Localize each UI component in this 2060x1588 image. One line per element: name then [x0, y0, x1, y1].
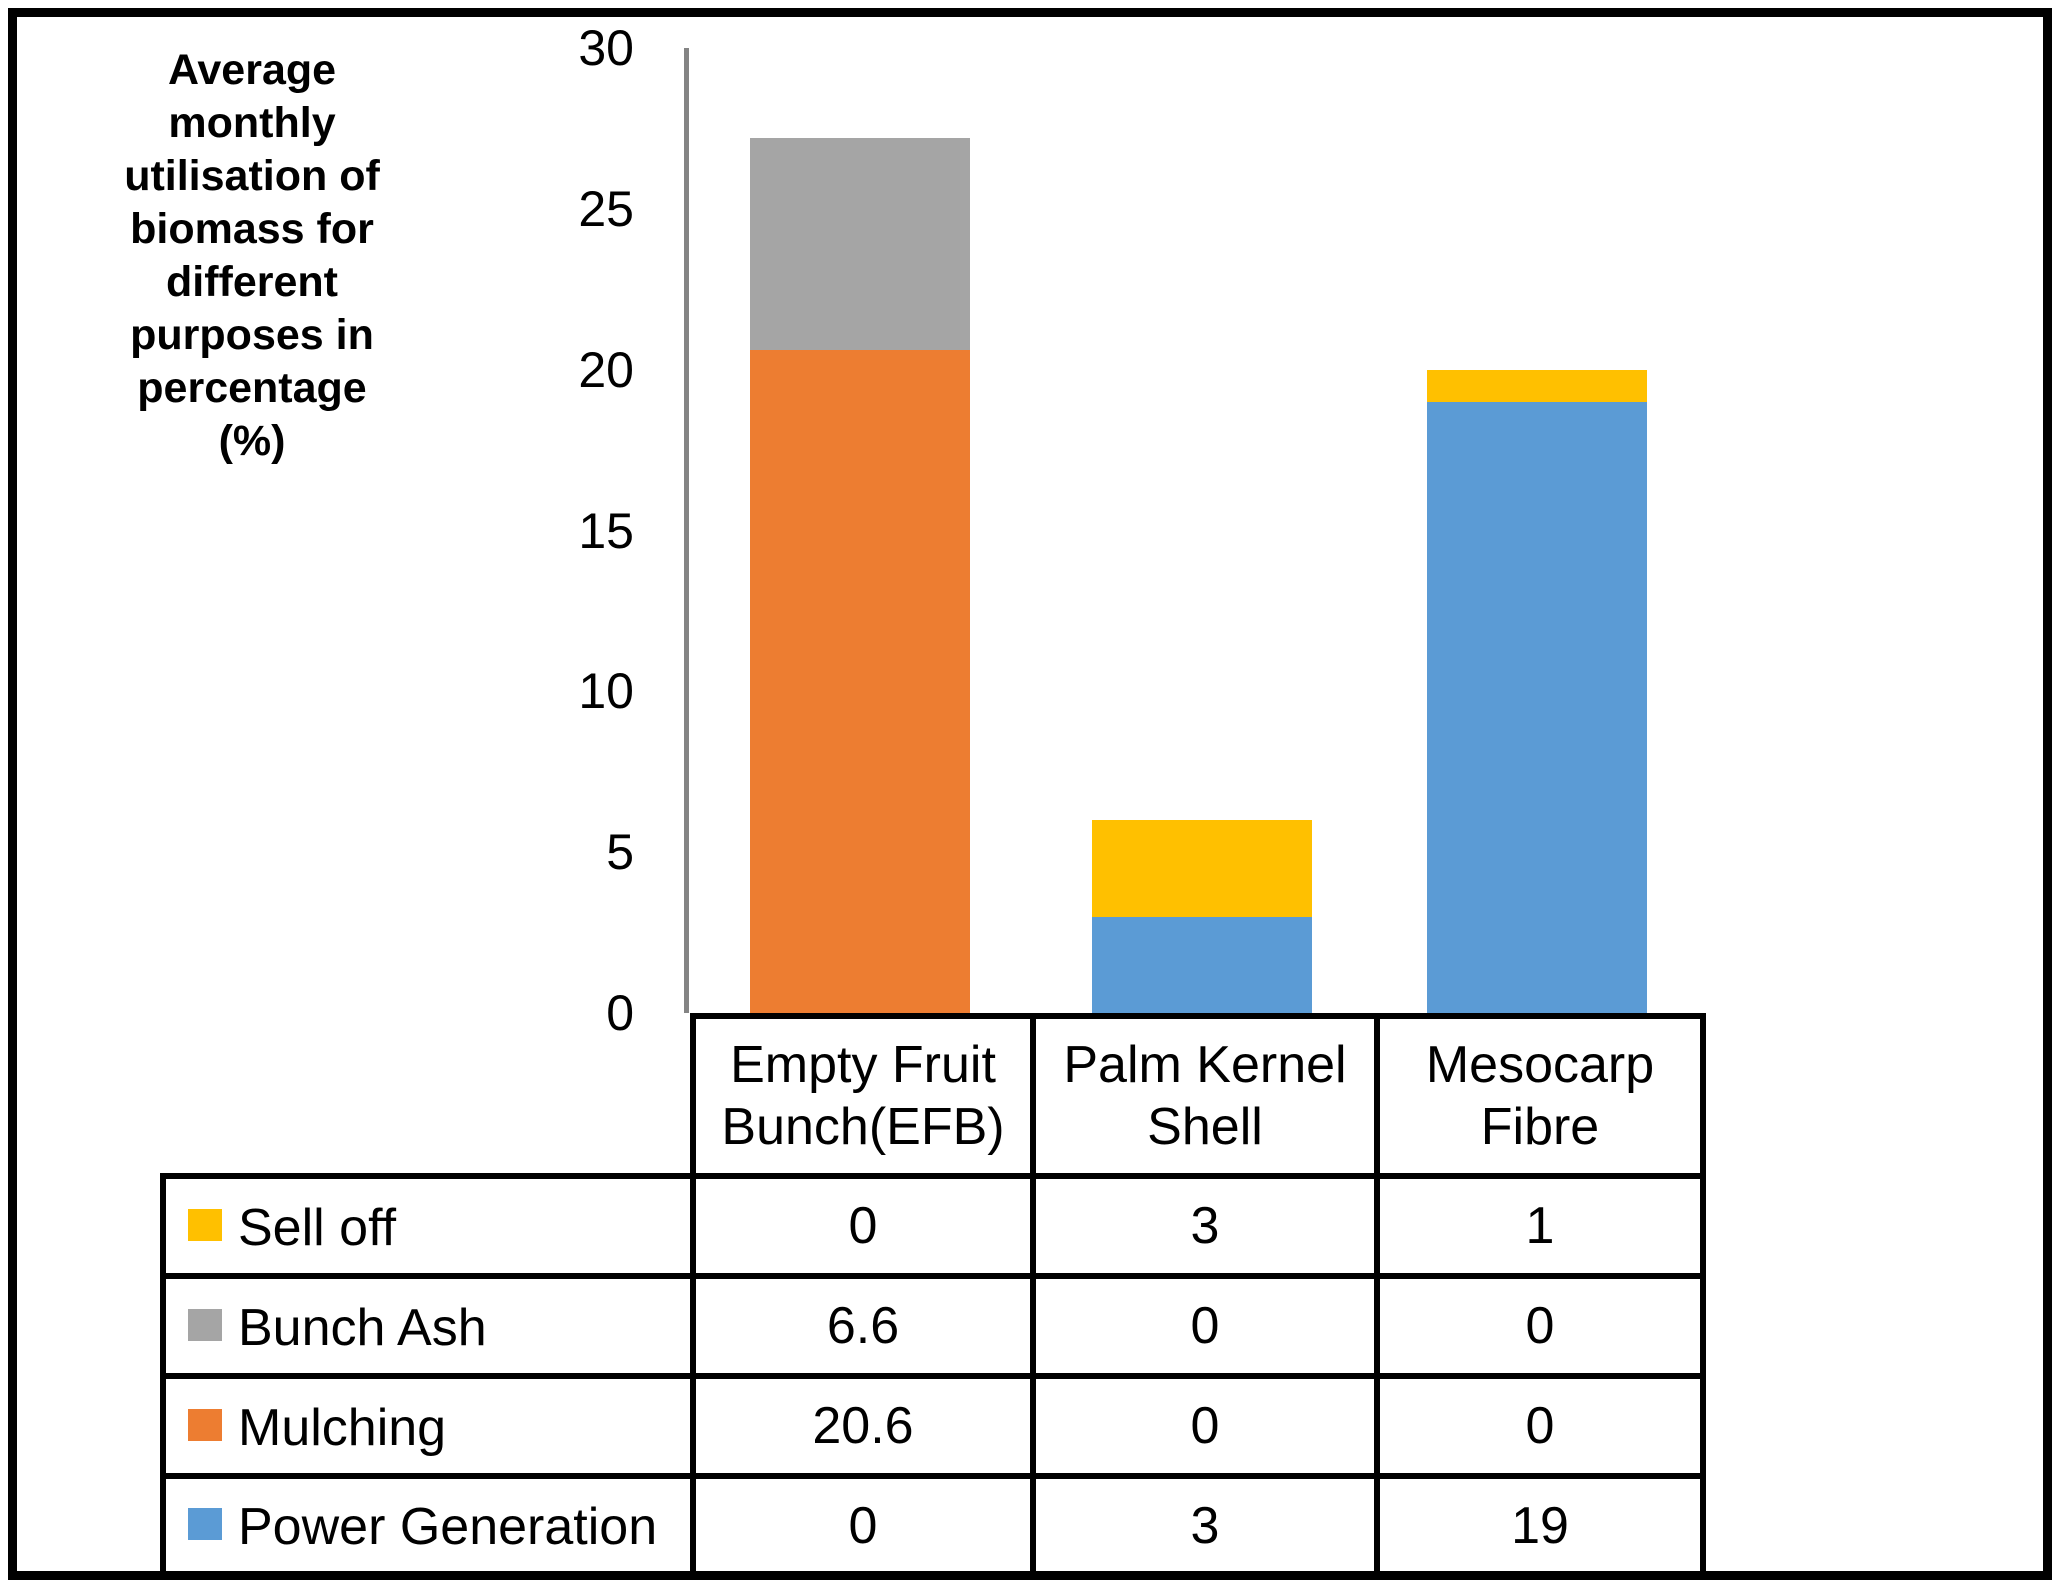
bar-segment-mulching	[750, 350, 970, 1013]
table-row: Power Generation 0 3 19	[160, 1473, 1706, 1578]
figure-border	[8, 8, 2052, 1580]
y-tick-label: 10	[578, 663, 634, 719]
value-cell: 0	[1374, 1273, 1706, 1379]
value-cell: 0	[1030, 1273, 1380, 1379]
legend-label: Mulching	[238, 1398, 447, 1457]
legend-swatch	[188, 1508, 222, 1541]
category-header: Mesocarp Fibre	[1374, 1013, 1706, 1179]
y-tick-label: 0	[606, 985, 634, 1041]
legend-item: Bunch Ash	[160, 1273, 696, 1379]
legend-item: Power Generation	[160, 1473, 696, 1578]
category-header: Empty Fruit Bunch(EFB)	[690, 1013, 1036, 1179]
bar-segment-sell-off	[1092, 820, 1312, 917]
table-corner-cell	[163, 1016, 693, 1176]
value-cell: 19	[1374, 1473, 1706, 1578]
table-row: Mulching 20.6 0 0	[160, 1373, 1706, 1479]
value-cell: 3	[1030, 1473, 1380, 1578]
y-tick-label: 15	[578, 503, 634, 559]
legend-item: Mulching	[160, 1373, 696, 1479]
y-tick-label: 25	[578, 181, 634, 237]
value-cell: 1	[1374, 1173, 1706, 1279]
y-tick-label: 20	[578, 342, 634, 398]
value-cell: 0	[1374, 1373, 1706, 1479]
value-cell: 0	[1030, 1373, 1380, 1479]
legend-swatch	[188, 1408, 222, 1441]
legend-label: Power Generation	[238, 1498, 658, 1557]
y-axis-line	[684, 48, 689, 1013]
legend-swatch	[188, 1308, 222, 1341]
legend-item: Sell off	[160, 1173, 696, 1279]
table-row: Bunch Ash 6.6 0 0	[160, 1273, 1706, 1379]
category-header: Palm Kernel Shell	[1030, 1013, 1380, 1179]
value-cell: 0	[690, 1173, 1036, 1279]
bar-segment-power-generation	[1092, 917, 1312, 1014]
bar-segment-sell-off	[1427, 370, 1647, 402]
value-cell: 0	[690, 1473, 1036, 1578]
y-tick-label: 30	[578, 20, 634, 76]
y-tick-label: 5	[606, 824, 634, 880]
legend-swatch	[188, 1208, 222, 1241]
value-cell: 20.6	[690, 1373, 1036, 1479]
value-cell: 3	[1030, 1173, 1380, 1279]
bar-segment-power-generation	[1427, 402, 1647, 1013]
bar-segment-bunch-ash	[750, 138, 970, 350]
legend-label: Bunch Ash	[238, 1298, 487, 1357]
value-cell: 6.6	[690, 1273, 1036, 1379]
data-table: Empty Fruit Bunch(EFB) Palm Kernel Shell M…	[160, 1013, 1706, 1578]
y-axis-title: Average monthly utilisation of biomass f…	[124, 46, 380, 465]
table-row: Sell off 0 3 1	[160, 1173, 1706, 1279]
legend-label: Sell off	[238, 1198, 397, 1257]
